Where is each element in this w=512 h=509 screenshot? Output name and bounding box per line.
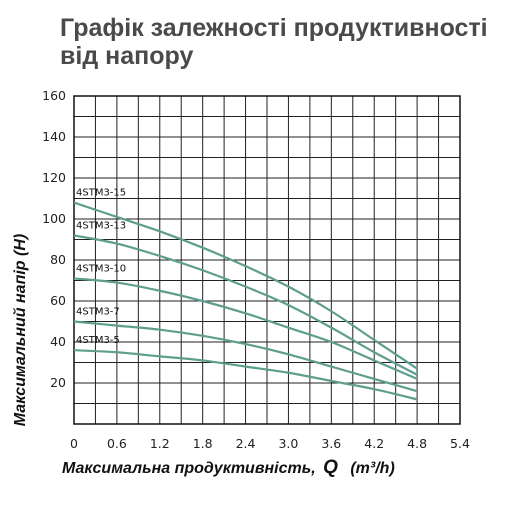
- series-label: 4STM3-13: [76, 220, 126, 231]
- x-tick-label: 0.6: [107, 436, 127, 451]
- x-tick-label: 2.4: [236, 436, 256, 451]
- y-tick-label: 140: [42, 129, 66, 144]
- series-line: [73, 201, 418, 370]
- series-line: [73, 349, 418, 401]
- axes: 20 40 60 80 100 120 140 160 0 0.6 1.2 1.8 2.4 3.0 3.6 4…: [42, 88, 470, 451]
- series-labels: 4STM3-15 4STM3-13 4STM3-10 4STM3-7 4STM3-5: [76, 188, 126, 347]
- series-lines: [73, 201, 418, 401]
- y-tick-label: 40: [50, 334, 66, 349]
- y-tick-label: 160: [42, 88, 66, 103]
- y-tick-label: 60: [50, 293, 66, 308]
- y-tick-label: 80: [50, 252, 66, 267]
- x-axis-label-unit: (m³/h): [350, 460, 394, 477]
- chart-title: Графік залежності продуктивності від нап…: [60, 14, 488, 70]
- grid: [73, 95, 461, 425]
- plot-border: [73, 95, 461, 425]
- series-line: [73, 320, 418, 393]
- series-line: [73, 234, 418, 376]
- x-axis-label: Максимальна продуктивність, Q (m³/h): [62, 457, 395, 478]
- series-label: 4STM3-15: [76, 188, 126, 199]
- series-label: 4STM3-10: [76, 263, 126, 274]
- series-label: 4STM3-5: [76, 335, 120, 346]
- x-tick-label: 4.8: [407, 436, 427, 451]
- x-tick-label: 0: [70, 436, 78, 451]
- x-tick-label: 5.4: [450, 436, 470, 451]
- x-tick-label: 1.2: [150, 436, 170, 451]
- y-tick-label: 120: [42, 170, 66, 185]
- x-tick-label: 3.0: [278, 436, 298, 451]
- series-label: 4STM3-7: [76, 307, 120, 318]
- x-tick-label: 1.8: [193, 436, 213, 451]
- series-line: [73, 277, 418, 380]
- y-axis-label: Максимальний напір (H): [12, 234, 29, 426]
- y-tick-label: 20: [50, 375, 66, 390]
- x-axis-label-q: Q: [323, 457, 338, 478]
- x-axis-label-main: Максимальна продуктивність,: [62, 460, 316, 477]
- y-tick-label: 100: [42, 211, 66, 226]
- x-tick-label: 3.6: [321, 436, 341, 451]
- x-tick-label: 4.2: [364, 436, 384, 451]
